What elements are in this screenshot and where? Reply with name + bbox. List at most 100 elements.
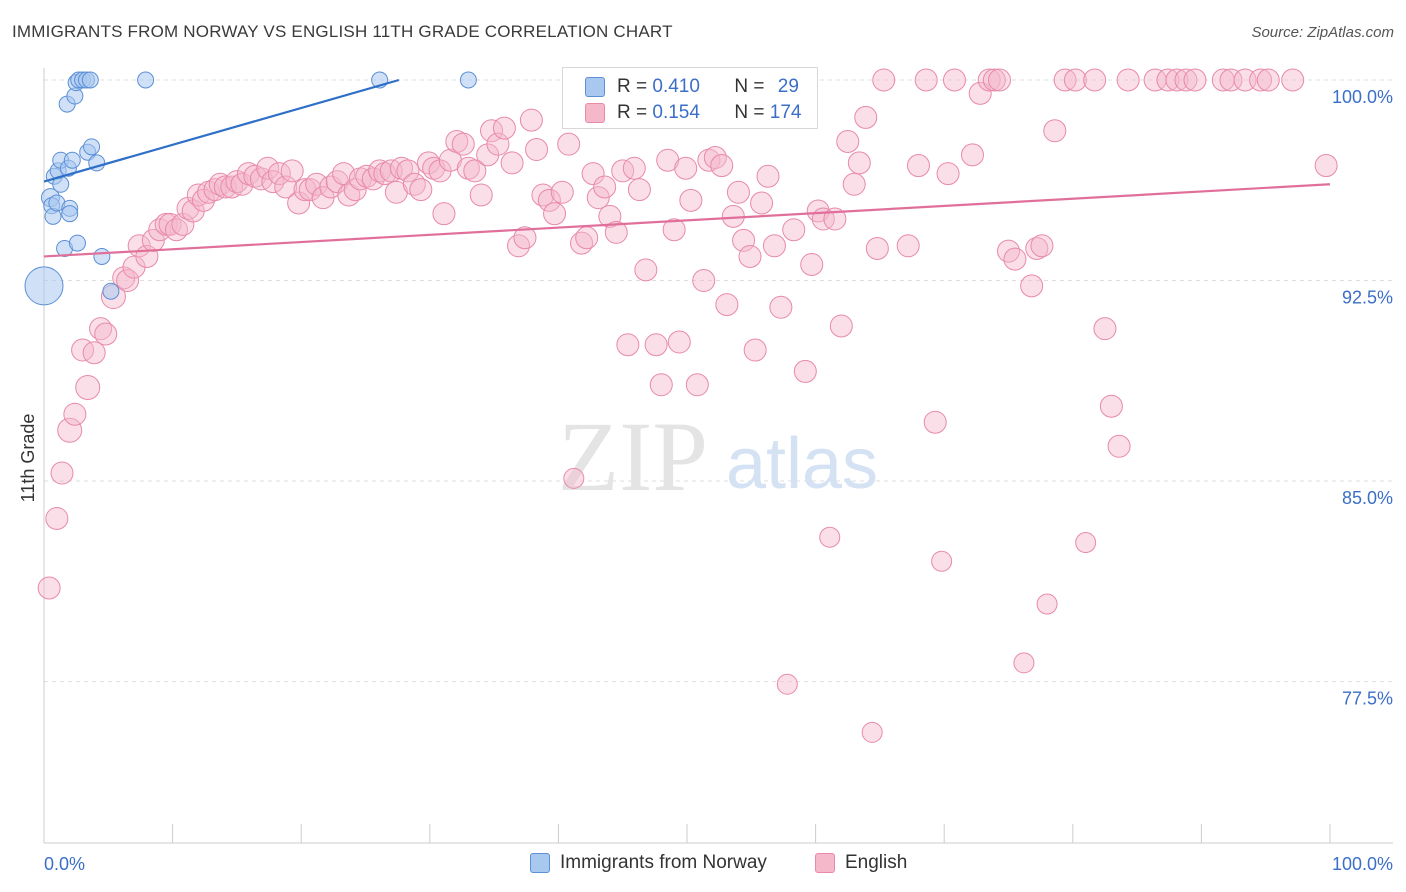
english-point bbox=[634, 258, 658, 282]
english-point bbox=[593, 175, 617, 199]
english-point bbox=[1075, 532, 1097, 554]
legend-label-norway: Immigrants from Norway bbox=[560, 852, 767, 873]
english-point bbox=[230, 172, 254, 196]
english-point bbox=[57, 417, 83, 443]
english-point bbox=[550, 180, 574, 204]
norway-n-label: N = bbox=[734, 76, 765, 97]
y-tick-labels: 100.0% 92.5% 85.0% 77.5% bbox=[1332, 87, 1393, 709]
english-point bbox=[519, 108, 543, 132]
english-point bbox=[872, 68, 896, 92]
english-point bbox=[1036, 593, 1058, 615]
english-point bbox=[836, 129, 860, 153]
english-point bbox=[1053, 68, 1077, 92]
english-point bbox=[249, 167, 273, 191]
english-point bbox=[782, 218, 806, 242]
english-point bbox=[507, 234, 531, 258]
norway-point bbox=[137, 71, 155, 89]
english-point bbox=[280, 159, 304, 183]
english-point bbox=[715, 293, 739, 317]
english-point bbox=[847, 151, 871, 175]
y-tick-label: 100.0% bbox=[1332, 87, 1393, 107]
norway-point bbox=[102, 282, 120, 300]
legend-swatch-english bbox=[815, 853, 835, 873]
english-point bbox=[914, 68, 938, 92]
english-point bbox=[543, 202, 567, 226]
english-point bbox=[1003, 247, 1027, 271]
english-point bbox=[563, 467, 585, 489]
source-label: Source: ZipAtlas.com bbox=[1251, 24, 1394, 41]
norway-trend-line bbox=[43, 78, 400, 183]
english-point bbox=[287, 191, 311, 215]
english-point bbox=[396, 159, 420, 183]
english-point bbox=[854, 105, 878, 129]
english-point bbox=[1013, 652, 1035, 674]
english-point bbox=[451, 132, 475, 156]
english-point bbox=[513, 226, 537, 250]
english-point bbox=[1314, 154, 1338, 178]
norway-point bbox=[83, 138, 101, 156]
watermark-zip: ZIP bbox=[558, 401, 708, 512]
english-point bbox=[1083, 68, 1107, 92]
english-point bbox=[469, 183, 493, 207]
english-point bbox=[627, 178, 651, 202]
english-point bbox=[997, 239, 1020, 263]
english-point bbox=[1281, 68, 1305, 92]
english-point bbox=[1116, 68, 1140, 92]
english-point bbox=[685, 373, 709, 397]
english-point bbox=[1030, 234, 1054, 258]
english-point bbox=[525, 138, 549, 162]
english-point bbox=[1020, 274, 1044, 298]
english-point bbox=[305, 172, 329, 196]
english-point bbox=[743, 338, 767, 362]
x-tick-label-min: 0.0% bbox=[44, 854, 85, 874]
legend-item-english[interactable]: English bbox=[815, 852, 907, 874]
english-point bbox=[409, 178, 433, 202]
english-point bbox=[622, 156, 646, 180]
english-swatch bbox=[585, 103, 605, 123]
legend-label-english: English bbox=[845, 852, 908, 873]
english-point bbox=[644, 333, 668, 357]
y-tick-label: 92.5% bbox=[1342, 288, 1393, 308]
english-point bbox=[800, 252, 824, 276]
english-point bbox=[1043, 119, 1067, 143]
y-tick-label: 77.5% bbox=[1342, 689, 1393, 709]
english-point bbox=[116, 269, 140, 293]
english-point bbox=[1249, 68, 1273, 92]
english-point bbox=[557, 132, 581, 156]
bottom-legend: Immigrants from Norway English bbox=[0, 852, 1406, 876]
english-point bbox=[762, 234, 786, 258]
norway-point bbox=[459, 71, 477, 89]
english-point bbox=[679, 188, 703, 212]
english-point bbox=[710, 154, 734, 178]
english-point bbox=[906, 154, 930, 178]
english-point bbox=[982, 68, 1006, 92]
stats-row-norway: R = 0.410 N = 29 bbox=[585, 74, 799, 100]
english-point bbox=[1156, 68, 1180, 92]
english-point bbox=[256, 156, 280, 180]
english-point bbox=[1107, 434, 1131, 458]
legend-item-norway[interactable]: Immigrants from Norway bbox=[530, 852, 767, 874]
english-point bbox=[1093, 317, 1117, 341]
english-n-label: N = bbox=[734, 102, 765, 123]
english-point bbox=[45, 506, 69, 530]
english-point bbox=[923, 410, 947, 434]
y-axis-label: 11th Grade bbox=[18, 414, 38, 503]
english-point bbox=[581, 162, 605, 186]
english-point bbox=[1099, 394, 1123, 418]
norway-r-label: R = bbox=[617, 76, 648, 97]
norway-point bbox=[63, 151, 81, 169]
english-point bbox=[213, 175, 237, 199]
chart-title: IMMIGRANTS FROM NORWAY VS ENGLISH 11TH G… bbox=[12, 22, 673, 41]
english-point bbox=[463, 159, 487, 183]
english-point bbox=[63, 402, 87, 426]
x-tick-label-max: 100.0% bbox=[1332, 854, 1393, 874]
english-point bbox=[1165, 68, 1189, 92]
english-point bbox=[1174, 68, 1198, 92]
stats-row-english: R = 0.154 N = 174 bbox=[585, 100, 801, 126]
english-point bbox=[82, 341, 106, 365]
english-point bbox=[865, 236, 889, 260]
english-n-value: 174 bbox=[769, 102, 802, 123]
english-point bbox=[819, 526, 841, 548]
english-point bbox=[793, 359, 817, 383]
